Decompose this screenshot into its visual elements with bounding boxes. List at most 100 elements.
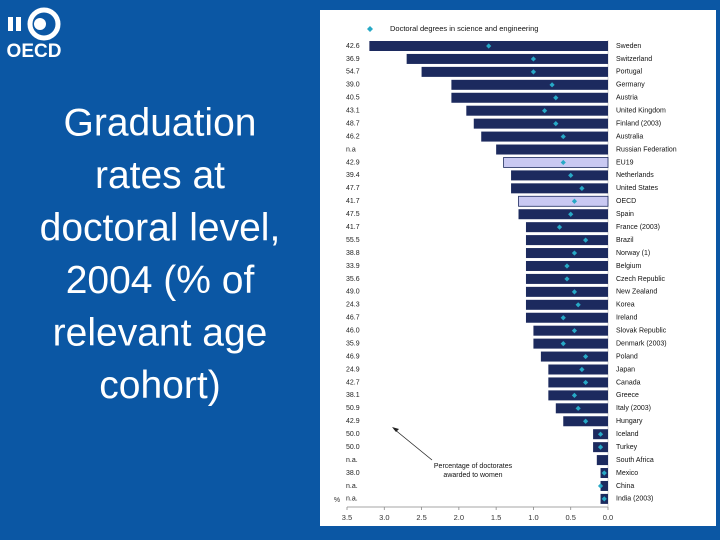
diamond-marker (597, 444, 604, 450)
bar (503, 157, 609, 168)
annotation: awarded to women (443, 472, 502, 479)
category-label: Portugal (616, 69, 643, 76)
chart: 3.5 3.0 2.5 2.0 1.5 1.0 0.5 0.0% Sweden 42.6 Switz… (334, 24, 677, 522)
category-label: China (616, 483, 634, 490)
bar (406, 53, 608, 64)
women-share-label: 39.4 (346, 172, 360, 179)
category-label: Sweden (616, 43, 641, 50)
category-label: Germany (616, 82, 645, 89)
diamond-marker (542, 108, 548, 114)
diamond-marker (564, 276, 570, 282)
women-share-label: 46.0 (346, 328, 360, 335)
diamond-marker (583, 237, 589, 243)
category-label: Slovak Republic (616, 328, 667, 335)
slide-title: Graduation rates at doctoral level, 2004 (%… (40, 101, 281, 407)
annotation-arrowhead (392, 427, 399, 432)
diamond-marker (579, 185, 585, 191)
women-share-label: 54.7 (346, 69, 360, 76)
bar (511, 170, 608, 181)
category-label: South Africa (616, 457, 654, 464)
category-label: Russian Federation (616, 146, 677, 153)
women-share-label: 24.3 (346, 302, 360, 309)
category-label: United States (616, 185, 659, 192)
category-label: Australia (616, 133, 643, 140)
x-tick-label: 1.5 (491, 513, 501, 522)
bar (533, 325, 608, 336)
x-tick-label: 2.5 (416, 513, 426, 522)
diamond-marker (579, 366, 585, 373)
diamond-marker (583, 379, 589, 386)
diamond-marker (560, 341, 566, 347)
women-share-label: 42.6 (346, 43, 360, 50)
logo-dot (34, 18, 46, 30)
women-share-label: 42.9 (346, 159, 360, 166)
title-line: doctoral level, (40, 206, 281, 249)
women-share-label: 36.9 (346, 56, 360, 63)
logo-bar (16, 17, 21, 31)
women-share-label: 42.9 (346, 418, 360, 425)
diamond-marker (553, 95, 559, 101)
women-share-label: 46.9 (346, 353, 360, 360)
diamond-marker (571, 289, 578, 295)
bar (451, 92, 608, 103)
title-line: relevant age (53, 311, 268, 354)
logo: OECD (7, 7, 62, 62)
bar (496, 144, 608, 155)
diamond-marker (556, 224, 563, 230)
diamond-marker (597, 483, 604, 489)
category-label: Denmark (2003) (616, 340, 667, 347)
category-label: Netherlands (616, 172, 654, 179)
bar (466, 105, 608, 116)
women-share-label: 49.0 (346, 289, 360, 296)
x-unit: % (334, 497, 340, 504)
category-label: Czech Republic (616, 276, 666, 283)
bar (533, 338, 608, 349)
women-share-label: 24.9 (346, 366, 360, 373)
women-share-label: 50.0 (346, 444, 360, 451)
category-label: Italy (2003) (616, 405, 651, 412)
bar (518, 195, 609, 207)
women-share-label: 43.1 (346, 108, 360, 115)
bar (481, 131, 608, 142)
diamond-marker (571, 250, 578, 256)
category-label: Spain (616, 211, 634, 218)
diamond-marker (583, 418, 589, 424)
women-share-label: n.a. (346, 457, 358, 464)
diamond-marker (560, 159, 566, 166)
category-label: Switzerland (616, 56, 652, 63)
diamond-marker (568, 172, 574, 178)
category-label: Norway (1) (616, 250, 650, 257)
category-label: France (2003) (616, 224, 660, 231)
women-share-label: 47.5 (346, 211, 360, 218)
bar (548, 377, 608, 388)
women-share-label: 41.7 (346, 224, 360, 231)
women-share-label: 38.0 (346, 470, 360, 477)
women-share-label: n.a. (346, 496, 358, 503)
bar (555, 403, 608, 414)
women-share-label: 46.2 (346, 133, 360, 140)
bar (525, 299, 608, 310)
x-tick-label: 3.5 (342, 513, 352, 522)
annotation-arrow (393, 428, 433, 461)
x-tick-label: 2.0 (454, 513, 464, 522)
diamond-marker (560, 133, 566, 140)
category-label: United Kingdom (616, 108, 666, 115)
category-label: Greece (616, 392, 639, 399)
bar (511, 183, 608, 194)
women-share-label: 38.8 (346, 250, 360, 257)
bar (525, 312, 608, 323)
women-share-label: 50.0 (346, 431, 360, 438)
category-label: Ireland (616, 315, 638, 322)
diamond-marker (575, 302, 581, 308)
logo-text: OECD (7, 41, 62, 62)
diamond-marker (571, 328, 578, 334)
diamond-marker (568, 211, 574, 217)
category-label: Belgium (616, 263, 641, 270)
category-label: Iceland (616, 431, 639, 438)
diamond-marker (553, 121, 559, 127)
title-line: cohort) (99, 364, 220, 407)
diamond-marker (530, 56, 537, 62)
category-label: Poland (616, 353, 638, 360)
